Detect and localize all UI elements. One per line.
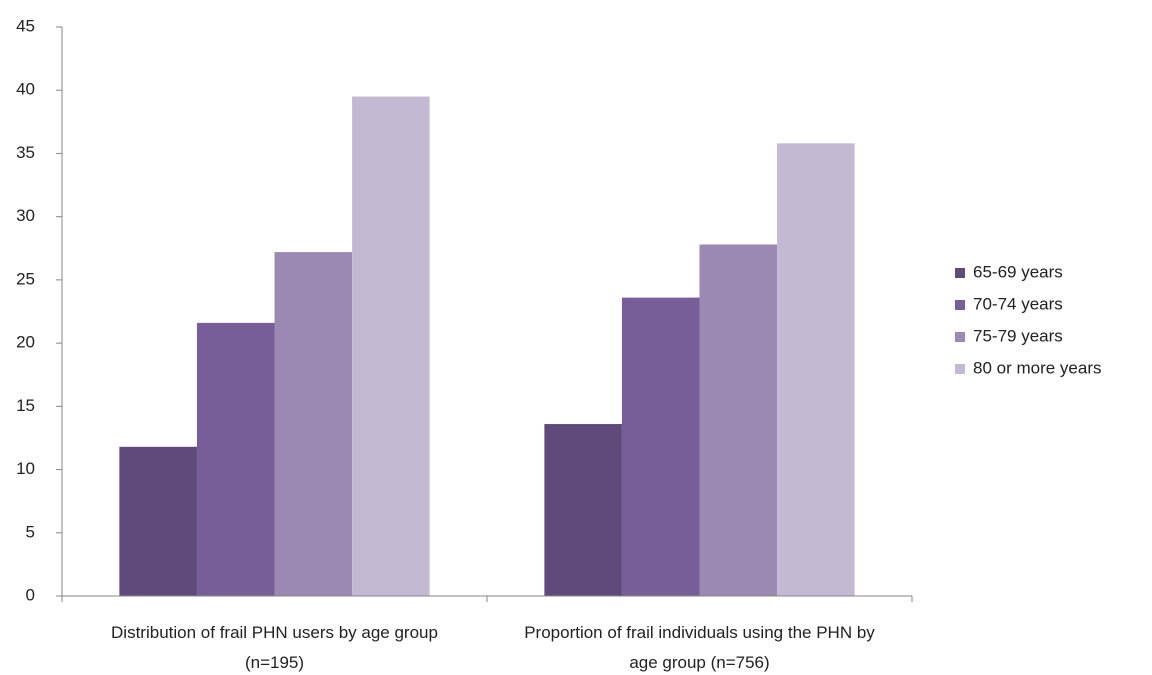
y-tick-label: 40: [16, 80, 35, 99]
legend-label: 65-69 years: [973, 262, 1063, 281]
legend-swatch: [955, 300, 965, 310]
bar: [777, 143, 855, 596]
bar: [621, 297, 700, 596]
y-tick-label: 20: [16, 333, 35, 352]
y-tick-label: 45: [16, 16, 35, 35]
legend-swatch: [955, 332, 965, 342]
bar: [274, 252, 353, 596]
bar: [544, 424, 622, 596]
bar: [699, 244, 778, 597]
legend-label: 70-74 years: [973, 294, 1063, 313]
bar: [119, 446, 197, 596]
y-tick-label: 15: [16, 396, 35, 415]
x-tick-label: Distribution of frail PHN users by age g…: [111, 623, 438, 672]
legend-swatch: [955, 364, 965, 374]
y-tick-label: 0: [26, 585, 35, 604]
y-tick-label: 5: [26, 522, 35, 541]
y-tick-label: 35: [16, 143, 35, 162]
bar: [352, 96, 430, 597]
x-tick-label: Proportion of frail individuals using th…: [524, 623, 875, 672]
legend-label: 75-79 years: [973, 326, 1063, 345]
y-tick-label: 10: [16, 459, 35, 478]
y-tick-label: 30: [16, 206, 35, 225]
legend-label: 80 or more years: [973, 358, 1102, 377]
bar: [196, 322, 275, 596]
y-tick-label: 25: [16, 269, 35, 288]
legend-swatch: [955, 268, 965, 278]
